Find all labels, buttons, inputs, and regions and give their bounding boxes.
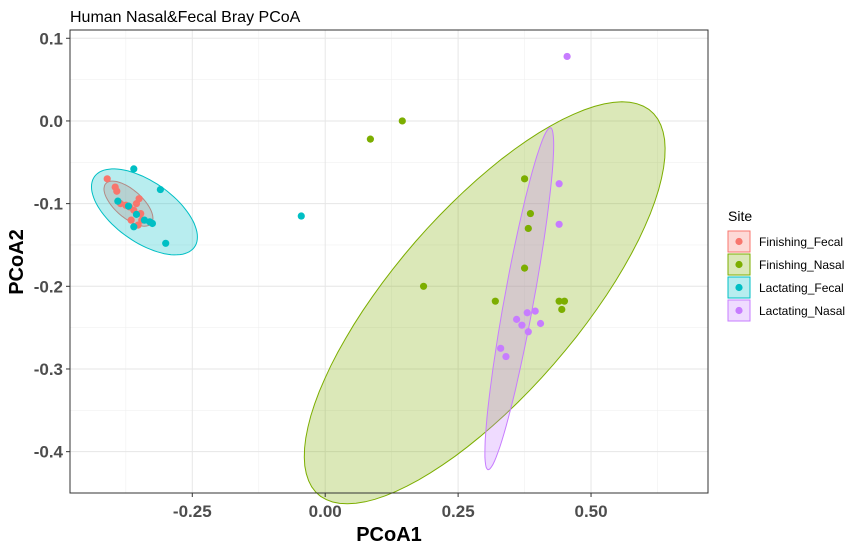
y-axis-ticks: 0.1 0.0 -0.1 -0.2 -0.3 -0.4 [34, 29, 70, 462]
point-lactating-nasal [555, 180, 563, 188]
x-tick-label: 0.50 [574, 502, 607, 521]
x-tick-label: 0.00 [309, 502, 342, 521]
legend-item-finishing-nasal: Finishing_Nasal [727, 253, 844, 276]
point-lactating-fecal [130, 223, 138, 231]
point-finishing-nasal [560, 297, 569, 305]
point-finishing-fecal [127, 216, 135, 224]
legend-item-lactating-nasal: Lactating_Nasal [727, 299, 845, 322]
y-tick-label: 0.0 [39, 112, 63, 131]
point-lactating-nasal [518, 321, 526, 329]
point-lactating-fecal [130, 165, 138, 173]
point-finishing-fecal [113, 187, 121, 195]
point-lactating-nasal [524, 328, 532, 336]
point-finishing-fecal [103, 175, 111, 183]
point-lactating-nasal [502, 352, 510, 361]
data-points [103, 52, 571, 361]
grid-lines [70, 30, 708, 493]
point-finishing-nasal [491, 297, 499, 305]
plot-border [69, 29, 709, 494]
legend: Site Finishing_Fecal Finishing_Nasal Lacta… [727, 208, 845, 322]
y-tick-label: -0.4 [34, 443, 64, 462]
point-lactating-nasal [497, 344, 505, 352]
legend-key-point [735, 260, 743, 269]
point-finishing-nasal [526, 209, 535, 218]
point-lactating-nasal [513, 315, 521, 323]
y-tick-label: -0.3 [34, 360, 63, 379]
legend-item-lactating-fecal: Lactating_Fecal [727, 276, 844, 299]
ellipse-lactating-nasal [484, 127, 555, 471]
point-lactating-nasal [563, 52, 571, 61]
point-finishing-nasal [419, 282, 428, 290]
legend-label: Lactating_Nasal [759, 304, 845, 318]
y-tick-label: 0.1 [39, 29, 63, 48]
point-finishing-nasal [555, 297, 563, 305]
point-finishing-nasal [524, 224, 532, 233]
legend-item-finishing-fecal: Finishing_Fecal [727, 230, 843, 253]
legend-key-point [735, 237, 743, 246]
point-finishing-fecal [135, 195, 143, 203]
plot-panel [69, 29, 709, 505]
point-lactating-fecal [132, 210, 141, 218]
legend-label: Finishing_Fecal [759, 235, 843, 249]
point-finishing-nasal [366, 135, 374, 143]
point-lactating-nasal [523, 309, 531, 317]
x-tick-label: 0.25 [442, 502, 475, 521]
y-axis-title: PCoA2 [6, 229, 28, 295]
point-lactating-fecal [124, 202, 133, 210]
point-finishing-nasal [520, 264, 529, 272]
point-lactating-nasal [531, 307, 539, 315]
legend-label: Finishing_Nasal [759, 258, 844, 272]
y-tick-label: -0.1 [34, 195, 63, 214]
chart-title: Human Nasal&Fecal Bray PCoA [70, 9, 301, 26]
legend-label: Lactating_Fecal [759, 281, 844, 295]
ellipse-finishing-nasal [303, 101, 666, 505]
point-lactating-fecal [148, 219, 157, 228]
point-finishing-nasal [558, 305, 566, 314]
legend-key-point [735, 283, 743, 292]
legend-key-point [735, 306, 743, 315]
point-finishing-nasal [398, 117, 406, 125]
point-lactating-nasal [555, 220, 563, 228]
x-axis-ticks: -0.25 0.00 0.25 0.50 [173, 493, 608, 521]
point-lactating-nasal [536, 319, 545, 328]
point-lactating-fecal [162, 239, 170, 247]
y-tick-label: -0.2 [34, 277, 63, 296]
legend-title: Site [728, 208, 752, 224]
x-axis-title: PCoA1 [356, 524, 422, 546]
point-lactating-fecal [156, 185, 164, 194]
point-lactating-fecal [114, 197, 122, 205]
point-lactating-fecal [297, 212, 305, 220]
point-finishing-nasal [520, 175, 529, 183]
x-tick-label: -0.25 [173, 502, 212, 521]
